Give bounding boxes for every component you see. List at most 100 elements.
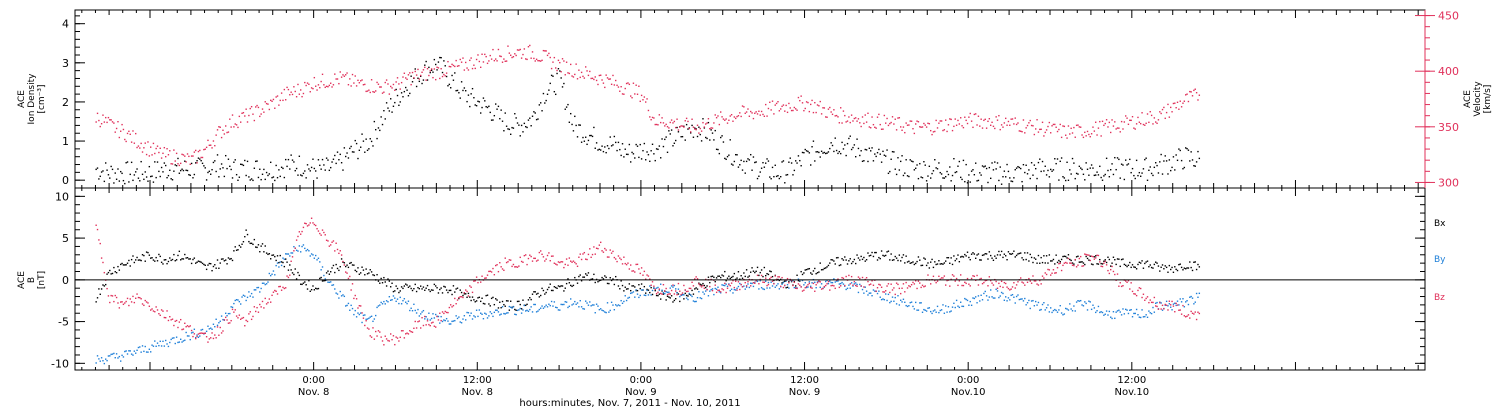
data-point <box>549 82 551 85</box>
data-point <box>736 277 738 279</box>
data-point <box>1090 263 1093 265</box>
data-point <box>327 159 329 161</box>
data-point <box>342 74 344 76</box>
data-point <box>928 307 931 309</box>
data-point <box>320 80 322 83</box>
data-point <box>1190 91 1192 93</box>
data-point <box>180 318 182 321</box>
data-point <box>1112 311 1115 313</box>
data-point <box>279 175 281 178</box>
data-point <box>99 293 101 296</box>
data-point <box>477 281 479 284</box>
data-point <box>649 116 651 118</box>
data-point <box>145 251 148 253</box>
data-point <box>823 285 826 288</box>
data-point <box>1045 129 1048 131</box>
data-point <box>192 155 194 157</box>
data-point <box>878 113 880 116</box>
data-point <box>150 257 152 259</box>
data-point <box>660 121 662 124</box>
data-point <box>1131 167 1134 170</box>
data-point <box>541 253 543 256</box>
data-point <box>475 105 478 107</box>
data-point <box>124 264 126 266</box>
data-point <box>649 285 651 287</box>
data-point <box>1032 174 1034 176</box>
data-point <box>473 315 475 317</box>
data-point <box>507 300 509 302</box>
data-point <box>717 275 719 277</box>
data-point <box>955 171 958 173</box>
data-point <box>660 283 662 285</box>
data-point <box>316 288 318 290</box>
data-point <box>268 272 271 275</box>
data-point <box>1149 299 1151 301</box>
data-point <box>568 257 571 259</box>
data-point <box>1077 264 1079 266</box>
data-point <box>769 270 771 272</box>
data-point <box>222 318 224 321</box>
data-point <box>1126 117 1128 119</box>
data-point <box>957 284 959 287</box>
data-point <box>820 288 823 290</box>
data-point <box>475 276 478 278</box>
data-point <box>220 258 223 260</box>
data-point <box>548 286 550 289</box>
data-point <box>514 308 516 311</box>
data-point <box>248 291 250 293</box>
data-point <box>936 280 939 282</box>
data-point <box>527 257 530 260</box>
data-point <box>1152 301 1154 304</box>
data-point <box>306 164 309 166</box>
data-point <box>522 309 524 311</box>
data-point <box>630 161 632 163</box>
data-point <box>1185 147 1187 149</box>
data-point <box>444 286 446 288</box>
data-point <box>1059 262 1061 264</box>
data-point <box>309 222 311 224</box>
data-point <box>360 305 362 307</box>
data-point <box>771 100 774 102</box>
data-point <box>174 342 176 345</box>
data-point <box>279 285 281 288</box>
data-point <box>147 141 149 143</box>
data-point <box>230 168 232 171</box>
data-point <box>913 263 916 266</box>
data-point <box>137 346 140 349</box>
data-point <box>976 180 978 182</box>
data-point <box>834 281 836 283</box>
data-point <box>908 305 910 307</box>
data-point <box>1059 260 1061 263</box>
data-point <box>96 355 99 357</box>
data-point <box>379 331 381 333</box>
data-point <box>447 291 449 294</box>
data-point <box>724 157 726 160</box>
data-point <box>478 309 481 311</box>
data-point <box>886 117 888 120</box>
data-point <box>889 122 891 125</box>
data-point <box>624 295 626 297</box>
data-point <box>955 258 958 260</box>
data-point <box>103 271 106 274</box>
data-point <box>1101 120 1104 123</box>
data-point <box>1153 117 1156 119</box>
data-point <box>1085 162 1087 164</box>
data-point <box>1144 158 1146 161</box>
data-point <box>300 283 302 285</box>
data-point <box>665 136 667 138</box>
data-point <box>917 280 920 282</box>
data-point <box>912 305 914 308</box>
data-point <box>865 259 868 261</box>
data-point <box>692 293 695 295</box>
data-point <box>242 164 245 167</box>
data-point <box>695 128 697 130</box>
data-point <box>309 170 311 172</box>
data-point <box>730 113 733 116</box>
data-point <box>384 335 386 337</box>
data-point <box>812 282 815 285</box>
data-point <box>1075 124 1078 127</box>
data-point <box>1149 264 1151 266</box>
data-point <box>1006 286 1008 288</box>
data-point <box>848 260 850 262</box>
data-point <box>696 278 699 280</box>
